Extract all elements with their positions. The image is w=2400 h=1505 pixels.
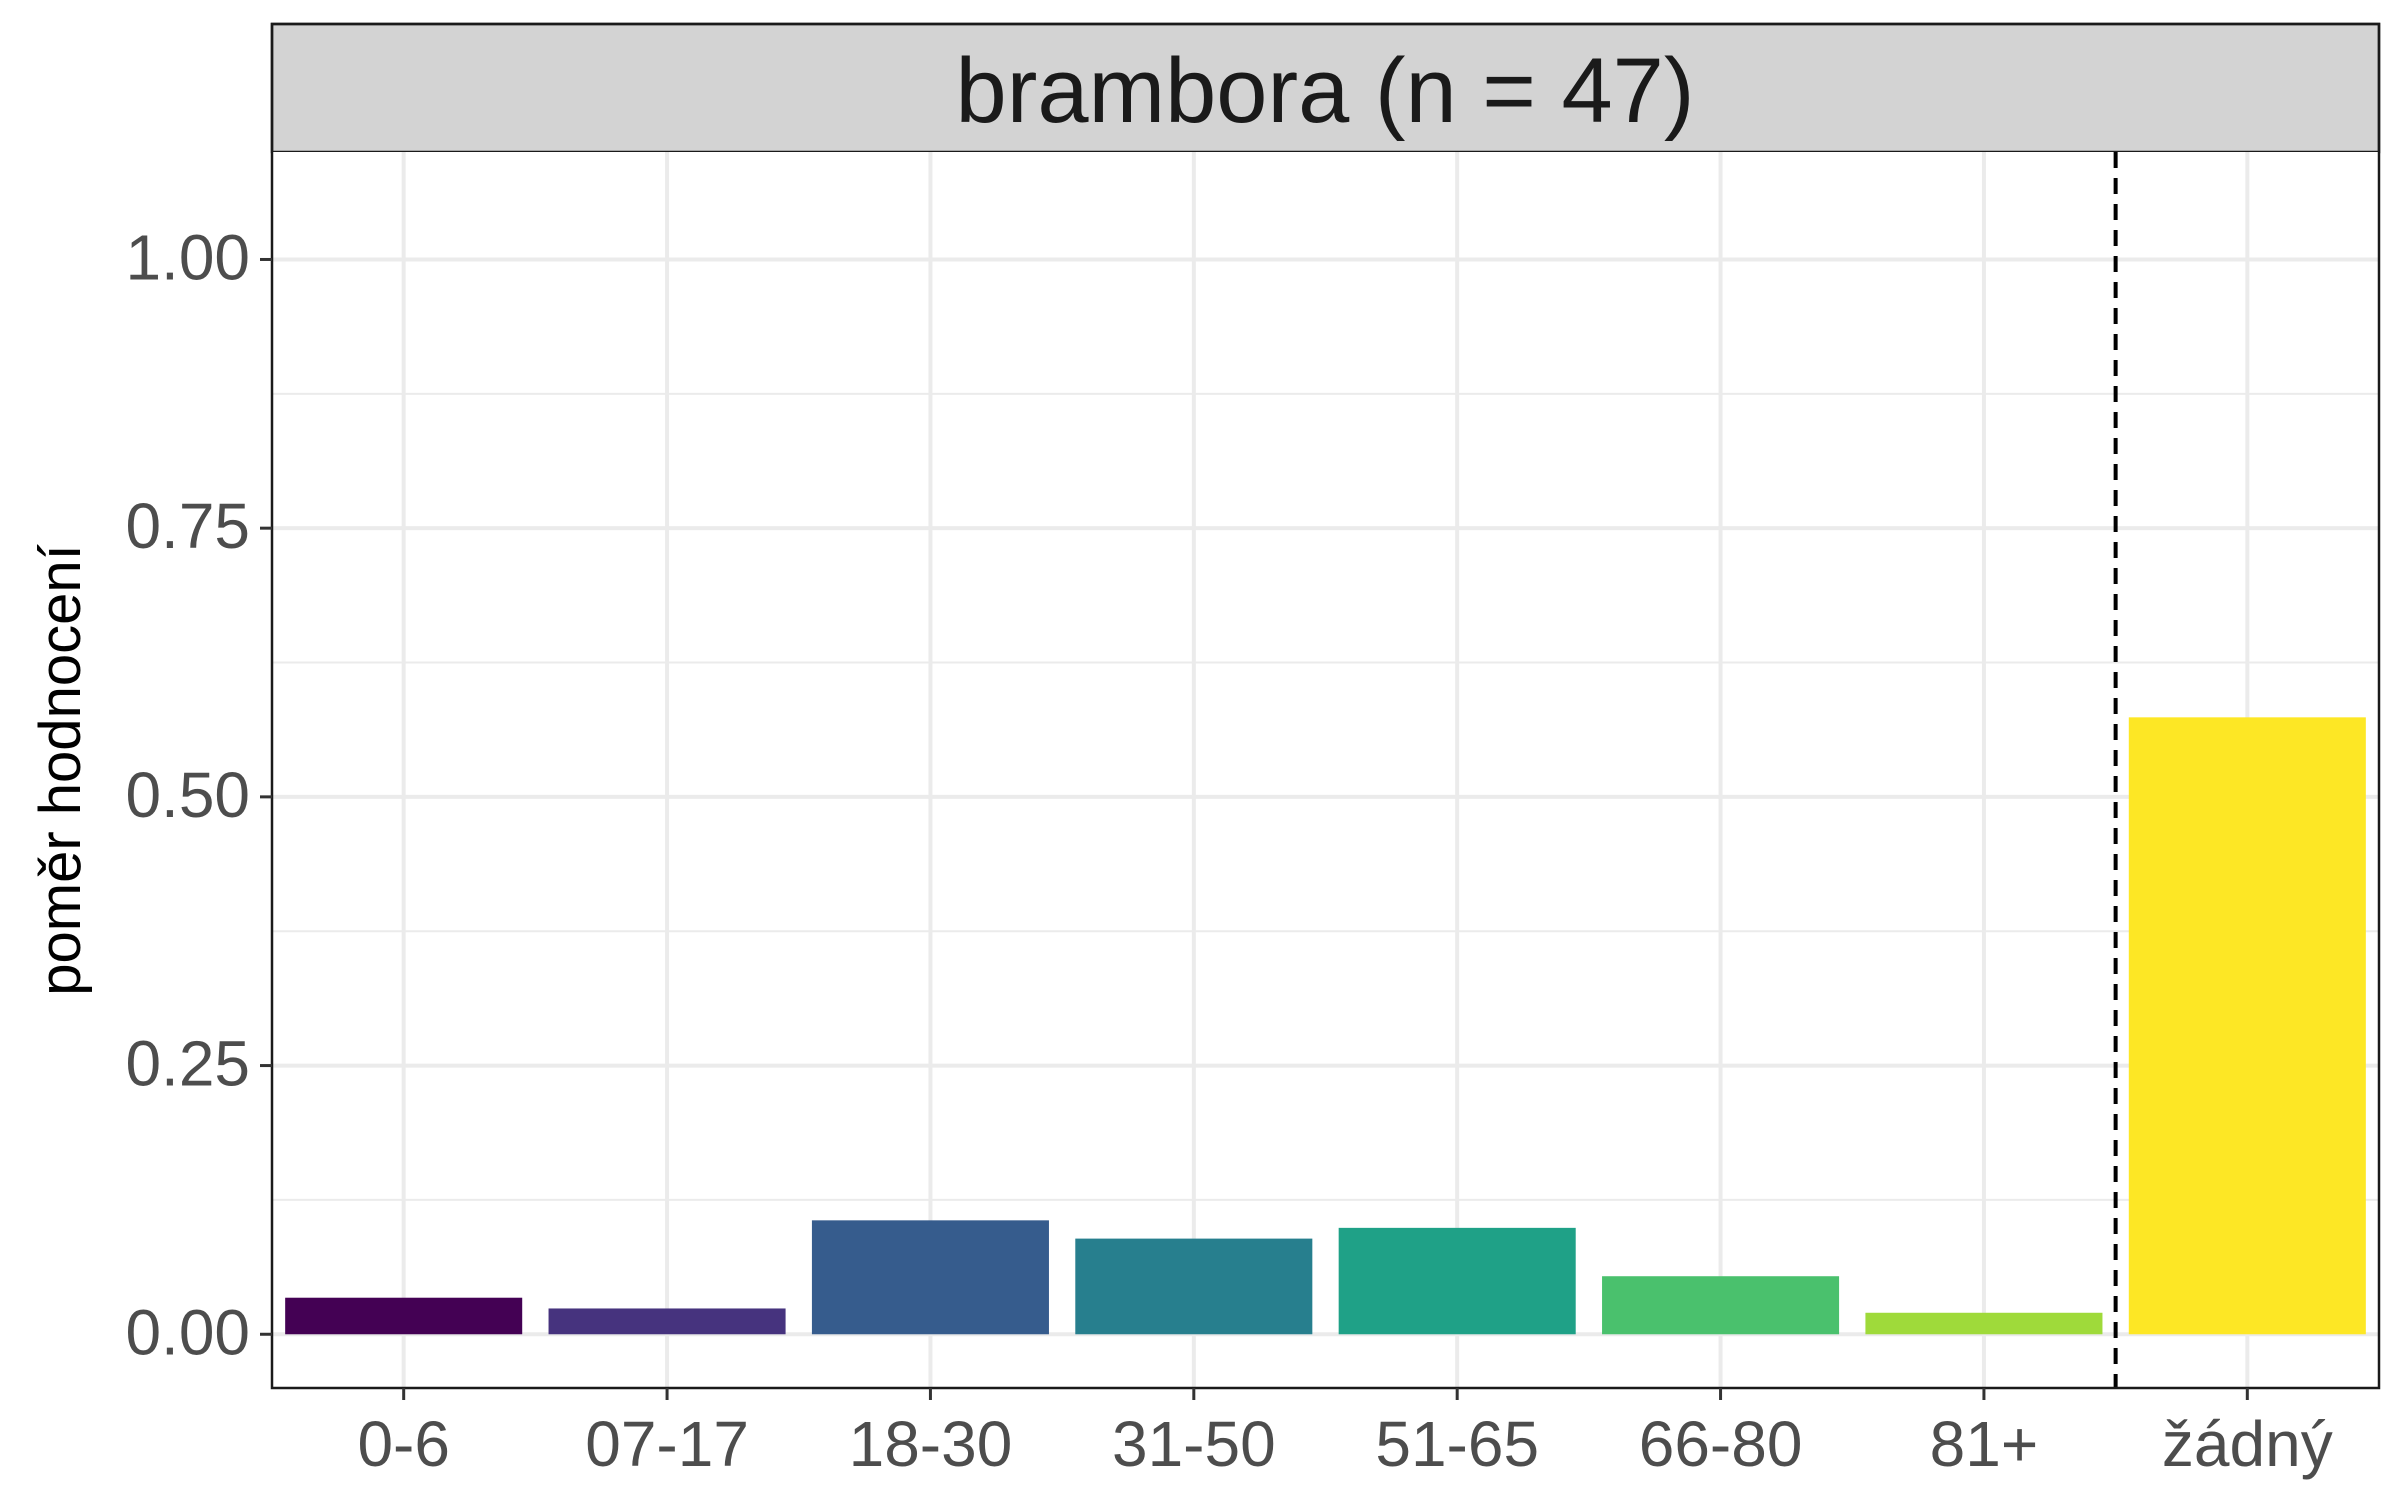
bar-51-65 — [1338, 1227, 1576, 1335]
facet-title: brambora (n = 47) — [956, 40, 1695, 142]
y-tick-label: 0.25 — [125, 1028, 250, 1100]
x-tick-label: 07-17 — [585, 1408, 749, 1480]
x-axis: 0-6 07-17 18-30 31-50 51-65 66-80 81+ žádný — [357, 1388, 2333, 1480]
plot-panel-border — [270, 22, 2381, 1390]
y-tick-label: 1.00 — [125, 221, 250, 293]
y-axis-label: poměr hodnocení — [28, 544, 93, 995]
x-tick-label: 81+ — [1930, 1408, 2039, 1480]
x-tick-label: 51-65 — [1375, 1408, 1539, 1480]
y-axis: 0.00 0.25 0.50 0.75 1.00 — [125, 221, 272, 1368]
bar-07-17 — [548, 1308, 786, 1335]
bar-0-6 — [285, 1297, 523, 1335]
x-tick-label: 18-30 — [849, 1408, 1013, 1480]
x-tick-label: žádný — [2162, 1408, 2333, 1480]
plot-panel — [272, 152, 2379, 1388]
x-tick-label: 66-80 — [1639, 1408, 1803, 1480]
grid-major — [272, 152, 2379, 1388]
bar-18-30 — [811, 1220, 1049, 1335]
bars — [285, 717, 2366, 1335]
bar-žádný — [2128, 717, 2366, 1335]
bar-81+ — [1865, 1312, 2103, 1335]
y-tick-label: 0.50 — [125, 759, 250, 831]
bar-31-50 — [1075, 1238, 1313, 1335]
facet-strip — [270, 22, 2381, 154]
y-tick-label: 0.00 — [125, 1296, 250, 1368]
x-tick-label: 31-50 — [1112, 1408, 1276, 1480]
y-tick-label: 0.75 — [125, 490, 250, 562]
bar-66-80 — [1602, 1276, 1840, 1335]
x-tick-label: 0-6 — [357, 1408, 450, 1480]
grid-minor — [272, 392, 2379, 1201]
